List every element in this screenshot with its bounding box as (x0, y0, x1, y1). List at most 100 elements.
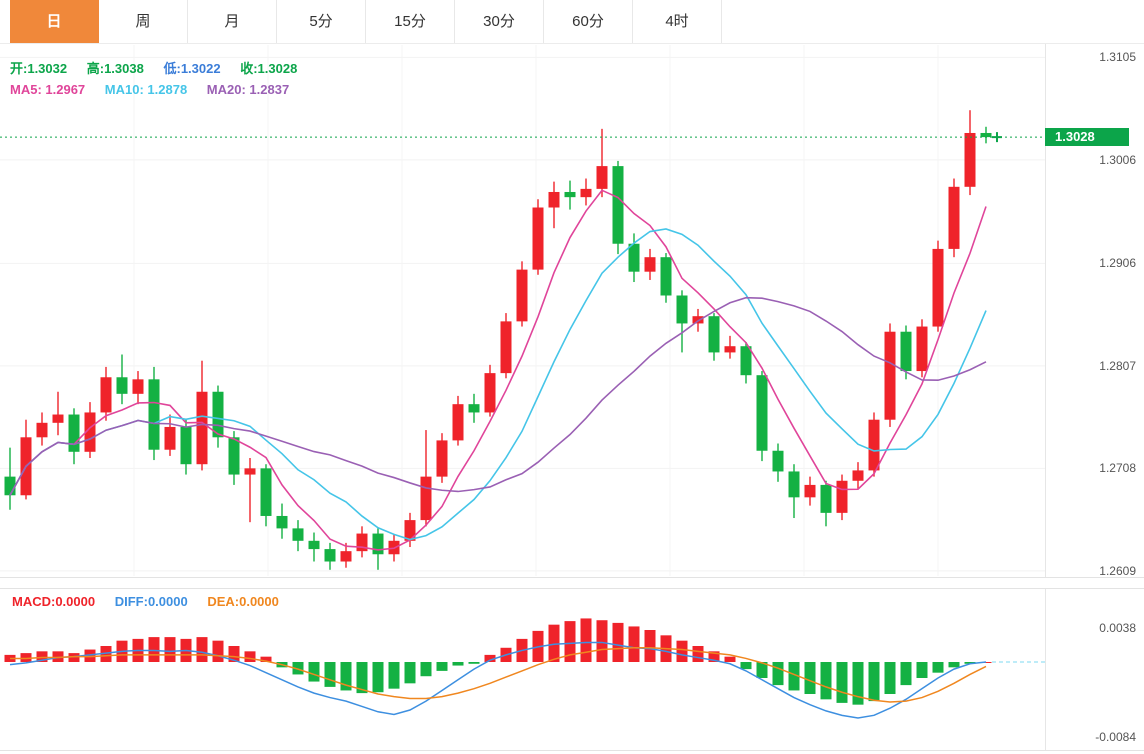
candle (228, 431, 240, 485)
candle (868, 412, 880, 477)
candle (612, 160, 624, 255)
candle (244, 458, 256, 523)
candle (948, 178, 960, 258)
ma-header: MA5: 1.2967 MA10: 1.2878 MA20: 1.2837 (10, 82, 305, 97)
ohlc-close-label: 收: (240, 61, 258, 76)
macd-axis-label: 0.0038 (1099, 621, 1136, 636)
candle (516, 261, 528, 327)
axis-separator (1045, 44, 1046, 750)
price-axis-label: 1.3006 (1099, 152, 1136, 167)
candle (548, 181, 560, 229)
tab-30min[interactable]: 30分 (455, 0, 544, 43)
ma20-value: 1.2837 (249, 82, 290, 97)
candle (100, 366, 112, 421)
macd-value: 0.0000 (55, 594, 96, 609)
tab-bar: 日周月 5分 15分 30分 60分 4时 (0, 0, 1144, 44)
ma5-line (9, 189, 987, 551)
candle (260, 464, 272, 527)
candle (132, 371, 144, 405)
last-price-tag: 1.3028 (1045, 128, 1129, 147)
candle (964, 110, 976, 196)
candle (212, 385, 224, 448)
candle (644, 248, 656, 280)
candle (20, 419, 32, 500)
macd-legend: MACD:0.0000 (12, 594, 95, 609)
ohlc-high-value: 1.3038 (104, 61, 144, 76)
candle (340, 542, 352, 568)
ohlc-high-label: 高: (86, 61, 105, 76)
candle (180, 418, 192, 475)
candle (580, 178, 592, 206)
ma10-line (9, 228, 987, 541)
price-axis-label: 1.2609 (1099, 563, 1136, 578)
candle (36, 412, 48, 446)
last-price-marker-icon (992, 132, 1002, 143)
price-axis-label: 1.2807 (1099, 358, 1136, 373)
candle (420, 430, 432, 527)
dea-label: DEA: (207, 594, 240, 609)
candle (276, 503, 288, 539)
macd-histogram (4, 618, 992, 705)
candle (308, 532, 320, 562)
ma10-legend: MA10: 1.2878 (105, 82, 187, 97)
candle (932, 240, 944, 332)
macd-label: MACD: (12, 594, 56, 609)
panel-divider (0, 577, 1144, 589)
dea-line (10, 647, 987, 703)
candle (148, 366, 160, 461)
candle (820, 480, 832, 527)
candle (596, 128, 608, 198)
candle (756, 371, 768, 462)
ohlc-close: 收:1.3028 (240, 61, 297, 76)
diff-legend: DIFF:0.0000 (115, 594, 188, 609)
tab-60min[interactable]: 60分 (544, 0, 633, 43)
ma10-value: 1.2878 (147, 82, 188, 97)
tab-week[interactable]: 周 (99, 0, 188, 43)
candle (772, 443, 784, 482)
candle (628, 233, 640, 283)
candle (356, 526, 368, 558)
candle (68, 408, 80, 465)
candle (116, 354, 128, 405)
candle (724, 335, 736, 359)
candle (52, 391, 64, 436)
tab-day[interactable]: 日 (10, 0, 99, 43)
tab-month[interactable]: 月 (188, 0, 277, 43)
ohlc-header: 开:1.3032 高:1.3038 低:1.3022 收:1.3028 (10, 58, 313, 77)
macd-axis-label: -0.0084 (1095, 729, 1136, 744)
candle (292, 520, 304, 552)
candle (564, 180, 576, 210)
price-axis-label: 1.2708 (1099, 461, 1136, 476)
ma20-legend: MA20: 1.2837 (207, 82, 289, 97)
macd-header: MACD:0.0000 DIFF:0.0000 DEA: 0.0000 (12, 594, 295, 609)
ma5-label: MA5: (10, 82, 46, 97)
ma10-label: MA10: (104, 82, 148, 97)
candles-layer (4, 110, 992, 570)
ohlc-open: 开:1.3032 (10, 61, 67, 76)
tab-5min[interactable]: 5分 (277, 0, 366, 43)
candle (804, 476, 816, 506)
price-axis-label: 1.3105 (1099, 50, 1136, 65)
candle (500, 313, 512, 379)
ma20-line (9, 296, 987, 496)
candle (404, 512, 416, 548)
candle (4, 447, 16, 510)
ohlc-low-label: 低: (163, 61, 181, 76)
ohlc-low: 低:1.3022 (163, 61, 220, 76)
diff-label: DIFF: (114, 594, 148, 609)
tab-15min[interactable]: 15分 (366, 0, 455, 43)
candle (708, 313, 720, 361)
tab-4hour[interactable]: 4时 (633, 0, 722, 43)
candle (836, 474, 848, 521)
candle (372, 528, 384, 570)
diff-line (9, 641, 987, 719)
candle (676, 290, 688, 353)
candle (468, 393, 480, 423)
price-axis-label: 1.2906 (1099, 256, 1136, 271)
ma20-label: MA20: (206, 82, 250, 97)
ma5-value: 1.2967 (45, 82, 86, 97)
candle (916, 319, 928, 378)
candle (84, 402, 96, 458)
